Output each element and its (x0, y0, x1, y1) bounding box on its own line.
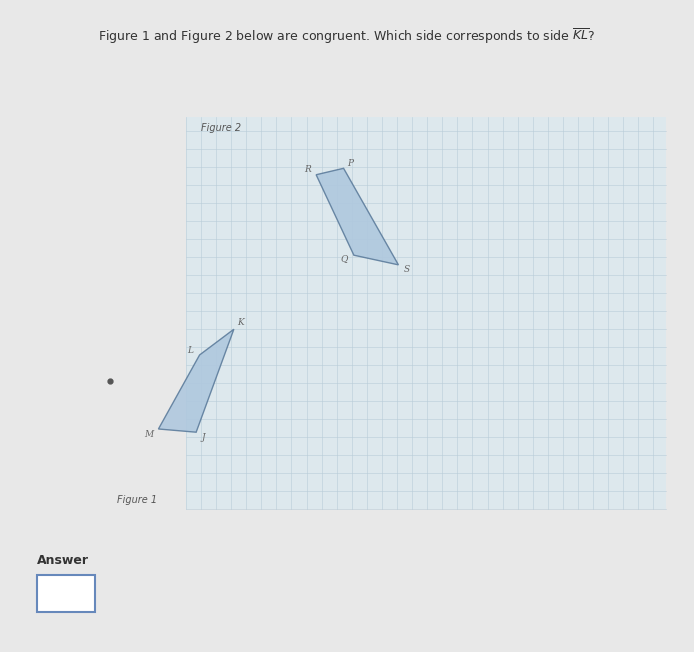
Text: J: J (201, 433, 205, 442)
Text: K: K (237, 318, 244, 327)
FancyBboxPatch shape (37, 575, 95, 612)
Polygon shape (316, 168, 398, 265)
Text: M: M (144, 430, 153, 439)
Text: P: P (348, 158, 353, 168)
Text: Figure 1: Figure 1 (117, 495, 158, 505)
Text: R: R (305, 165, 312, 174)
Text: Figure 1 and Figure 2 below are congruent. Which side corresponds to side $\over: Figure 1 and Figure 2 below are congruen… (99, 27, 595, 46)
Text: Figure 2: Figure 2 (201, 123, 241, 134)
Text: Q: Q (341, 254, 348, 263)
Polygon shape (158, 329, 234, 432)
Text: Answer: Answer (37, 554, 89, 567)
Text: L: L (187, 346, 193, 355)
Bar (186, 117, 666, 509)
Text: S: S (404, 265, 409, 274)
